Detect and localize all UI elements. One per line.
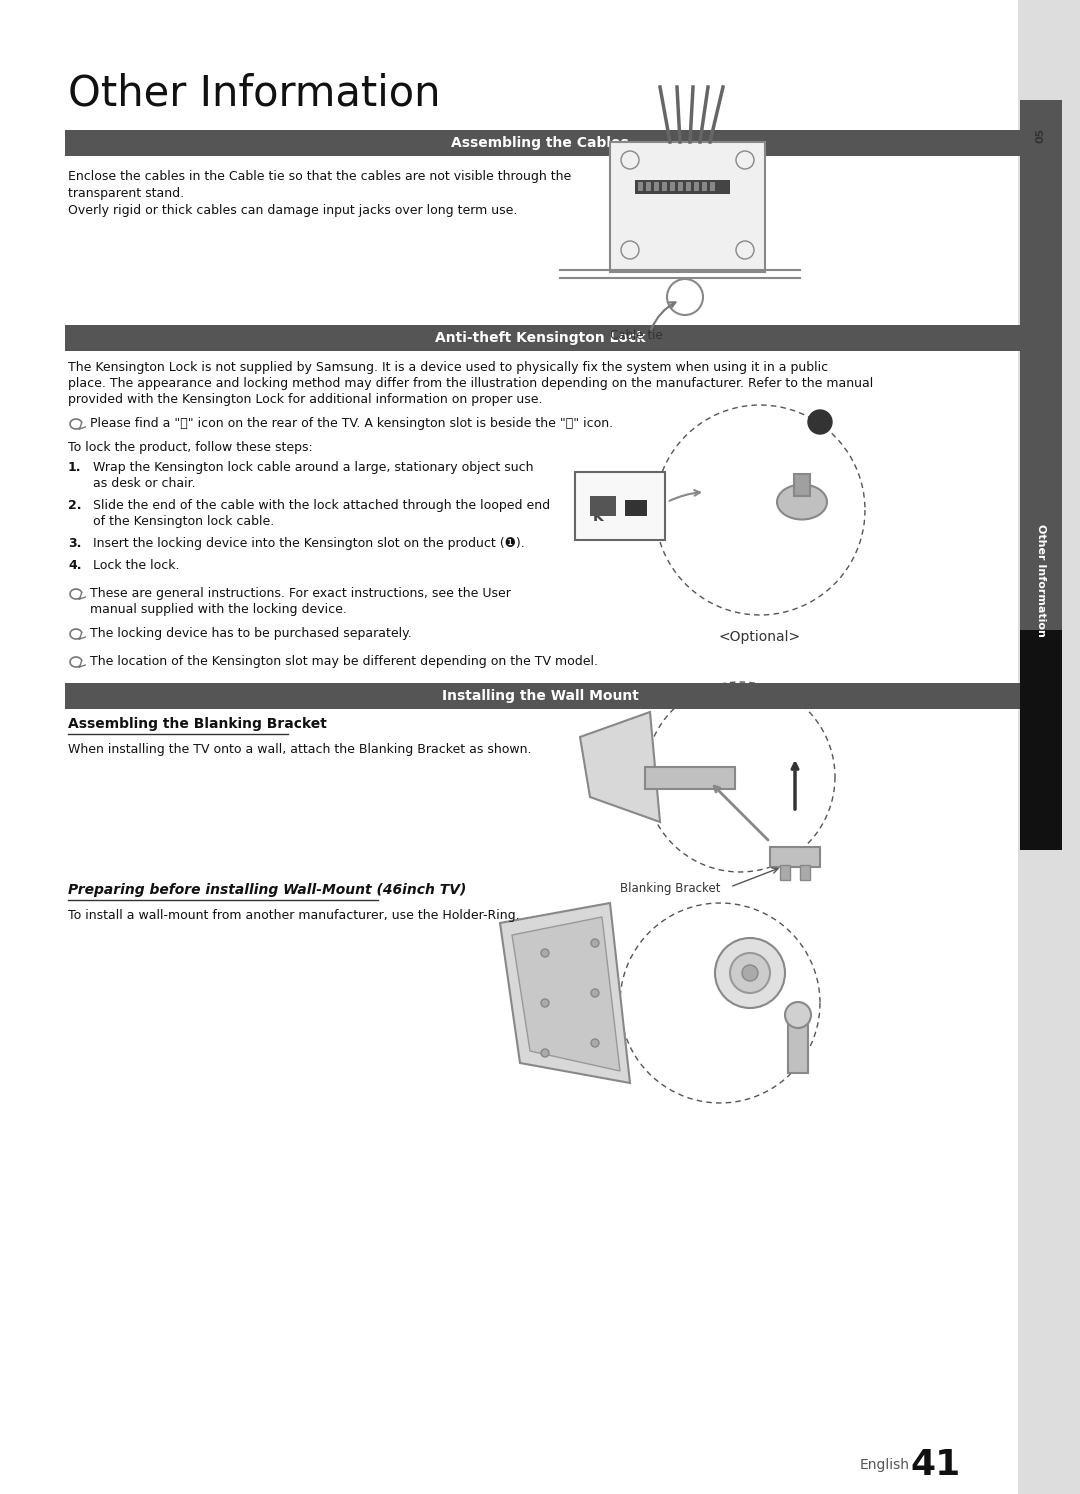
Circle shape (541, 949, 549, 958)
FancyBboxPatch shape (780, 865, 789, 880)
Text: of the Kensington lock cable.: of the Kensington lock cable. (93, 515, 274, 527)
Text: Assembling the Cables: Assembling the Cables (451, 136, 629, 149)
FancyBboxPatch shape (800, 865, 810, 880)
Circle shape (735, 151, 754, 169)
FancyBboxPatch shape (610, 142, 765, 272)
Text: The Kensington Lock is not supplied by Samsung. It is a device used to physicall: The Kensington Lock is not supplied by S… (68, 362, 828, 374)
Text: 2.: 2. (68, 499, 81, 512)
Bar (702, 182, 707, 191)
Text: manual supplied with the locking device.: manual supplied with the locking device. (90, 604, 347, 616)
Text: Assembling the Blanking Bracket: Assembling the Blanking Bracket (68, 717, 327, 731)
Bar (694, 182, 699, 191)
Circle shape (715, 938, 785, 1008)
Circle shape (541, 999, 549, 1007)
Text: Overly rigid or thick cables can damage input jacks over long term use.: Overly rigid or thick cables can damage … (68, 205, 517, 217)
Bar (1020, 100, 1062, 780)
Text: These are general instructions. For exact instructions, see the User: These are general instructions. For exac… (90, 587, 511, 601)
Text: Enclose the cables in the Cable tie so that the cables are not visible through t: Enclose the cables in the Cable tie so t… (68, 170, 571, 182)
Polygon shape (580, 713, 660, 822)
Ellipse shape (777, 484, 827, 520)
Text: Wrap the Kensington lock cable around a large, stationary object such: Wrap the Kensington lock cable around a … (93, 462, 534, 474)
Bar (686, 182, 691, 191)
Text: Blanking Bracket: Blanking Bracket (620, 881, 720, 895)
Text: Slide the end of the cable with the lock attached through the looped end: Slide the end of the cable with the lock… (93, 499, 550, 512)
Text: 05: 05 (1036, 128, 1047, 143)
Circle shape (591, 1038, 599, 1047)
Text: 4.: 4. (68, 559, 81, 572)
Text: Cable tie: Cable tie (610, 329, 663, 342)
Bar (65, 130, 1020, 155)
Text: transparent stand.: transparent stand. (68, 187, 184, 200)
Text: Installing the Wall Mount: Installing the Wall Mount (442, 689, 638, 704)
Bar (638, 182, 643, 191)
Text: Insert the locking device into the Kensington slot on the product (❶).: Insert the locking device into the Kensi… (93, 536, 525, 550)
Text: The locking device has to be purchased separately.: The locking device has to be purchased s… (90, 627, 411, 639)
Text: To install a wall-mount from another manufacturer, use the Holder-Ring.: To install a wall-mount from another man… (68, 908, 519, 922)
Text: 1: 1 (816, 417, 824, 427)
FancyBboxPatch shape (770, 847, 820, 867)
Circle shape (730, 953, 770, 994)
Text: 1.: 1. (68, 462, 81, 474)
FancyBboxPatch shape (575, 472, 665, 539)
Text: <Optional>: <Optional> (719, 630, 801, 644)
Text: When installing the TV onto a wall, attach the Blanking Bracket as shown.: When installing the TV onto a wall, atta… (68, 743, 531, 756)
Circle shape (735, 241, 754, 258)
Circle shape (621, 241, 639, 258)
Bar (646, 182, 651, 191)
Bar (670, 182, 675, 191)
FancyBboxPatch shape (645, 766, 735, 789)
Text: K: K (593, 509, 604, 524)
Circle shape (785, 1002, 811, 1028)
Text: Other Information: Other Information (1036, 523, 1047, 636)
Text: To lock the product, follow these steps:: To lock the product, follow these steps: (68, 441, 313, 454)
Bar (1018, 0, 1080, 1494)
Text: place. The appearance and locking method may differ from the illustration depend: place. The appearance and locking method… (68, 376, 874, 390)
Bar (678, 182, 683, 191)
FancyBboxPatch shape (590, 496, 616, 515)
FancyBboxPatch shape (635, 179, 730, 194)
FancyBboxPatch shape (625, 500, 647, 515)
Text: Other Information: Other Information (68, 72, 441, 114)
Text: Anti-theft Kensington Lock: Anti-theft Kensington Lock (435, 332, 645, 345)
Text: The location of the Kensington slot may be different depending on the TV model.: The location of the Kensington slot may … (90, 654, 598, 668)
Circle shape (621, 151, 639, 169)
Circle shape (541, 1049, 549, 1056)
Polygon shape (500, 902, 630, 1083)
Text: provided with the Kensington Lock for additional information on proper use.: provided with the Kensington Lock for ad… (68, 393, 542, 406)
FancyBboxPatch shape (794, 474, 810, 496)
Text: Preparing before installing Wall-Mount (46inch TV): Preparing before installing Wall-Mount (… (68, 883, 467, 896)
Text: Please find a "⒡" icon on the rear of the TV. A kensington slot is beside the "⒡: Please find a "⒡" icon on the rear of th… (90, 417, 613, 430)
Circle shape (808, 409, 832, 433)
Text: 3.: 3. (68, 536, 81, 550)
Text: 41: 41 (910, 1448, 960, 1482)
Circle shape (742, 965, 758, 982)
Bar (654, 182, 659, 191)
Circle shape (591, 940, 599, 947)
Circle shape (591, 989, 599, 996)
Bar (1020, 630, 1062, 850)
Bar (662, 182, 667, 191)
Bar (65, 683, 1020, 710)
Polygon shape (512, 917, 620, 1071)
Text: English: English (860, 1458, 910, 1472)
Bar (710, 182, 715, 191)
FancyBboxPatch shape (788, 1017, 808, 1073)
Bar (65, 326, 1020, 351)
Text: Lock the lock.: Lock the lock. (93, 559, 179, 572)
Text: as desk or chair.: as desk or chair. (93, 477, 195, 490)
